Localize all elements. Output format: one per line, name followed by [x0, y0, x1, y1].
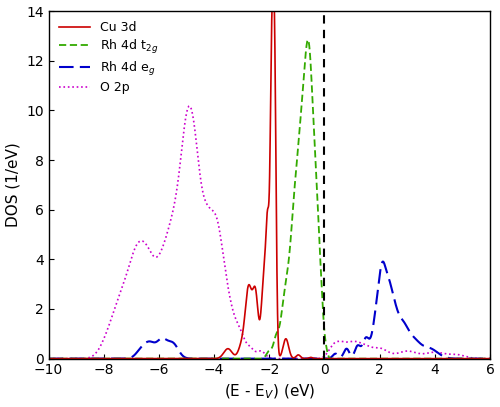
Legend: Cu 3d, Rh 4d t$_{2g}$, Rh 4d e$_g$, O 2p: Cu 3d, Rh 4d t$_{2g}$, Rh 4d e$_g$, O 2p [55, 18, 162, 98]
Rh 4d t$_{2g}$ [305, 37, 311, 42]
Rh 4d e$_g$ [332, 351, 338, 356]
Cu 3d [214, 356, 220, 361]
Rh 4d e$_g$ [272, 356, 278, 361]
O 2p [408, 349, 414, 354]
Rh 4d e$_g$ [375, 286, 381, 291]
Cu 3d [310, 356, 316, 361]
Rh 4d t$_{2g}$ [214, 356, 220, 361]
Cu 3d [408, 356, 414, 361]
O 2p [126, 265, 132, 269]
Line: Rh 4d t$_{2g}$: Rh 4d t$_{2g}$ [48, 40, 490, 359]
Line: Rh 4d e$_g$: Rh 4d e$_g$ [48, 262, 490, 359]
Rh 4d e$_g$ [380, 259, 386, 264]
Cu 3d [46, 356, 52, 361]
Rh 4d e$_g$ [408, 332, 414, 337]
Rh 4d t$_{2g}$ [408, 356, 414, 361]
X-axis label: (E - E$_V$) (eV): (E - E$_V$) (eV) [224, 383, 315, 401]
Rh 4d t$_{2g}$ [310, 117, 316, 122]
Line: O 2p: O 2p [48, 106, 490, 359]
O 2p [310, 356, 316, 361]
Rh 4d t$_{2g}$ [46, 356, 52, 361]
Rh 4d t$_{2g}$ [126, 356, 132, 361]
Line: Cu 3d: Cu 3d [48, 0, 490, 359]
O 2p [333, 340, 339, 345]
Rh 4d e$_g$ [487, 356, 493, 361]
O 2p [487, 356, 493, 361]
O 2p [214, 218, 220, 223]
O 2p [186, 103, 192, 108]
Rh 4d e$_g$ [214, 356, 220, 361]
Cu 3d [332, 356, 338, 361]
Cu 3d [487, 356, 493, 361]
O 2p [46, 356, 52, 361]
Rh 4d e$_g$ [310, 356, 316, 361]
Y-axis label: DOS (1/eV): DOS (1/eV) [6, 142, 20, 227]
Rh 4d e$_g$ [46, 356, 52, 361]
Cu 3d [126, 356, 132, 361]
O 2p [375, 345, 381, 350]
Rh 4d t$_{2g}$ [487, 356, 493, 361]
O 2p [290, 356, 296, 361]
Rh 4d e$_g$ [126, 356, 132, 361]
Rh 4d t$_{2g}$ [332, 356, 338, 361]
Cu 3d [375, 356, 381, 361]
Rh 4d t$_{2g}$ [375, 356, 381, 361]
